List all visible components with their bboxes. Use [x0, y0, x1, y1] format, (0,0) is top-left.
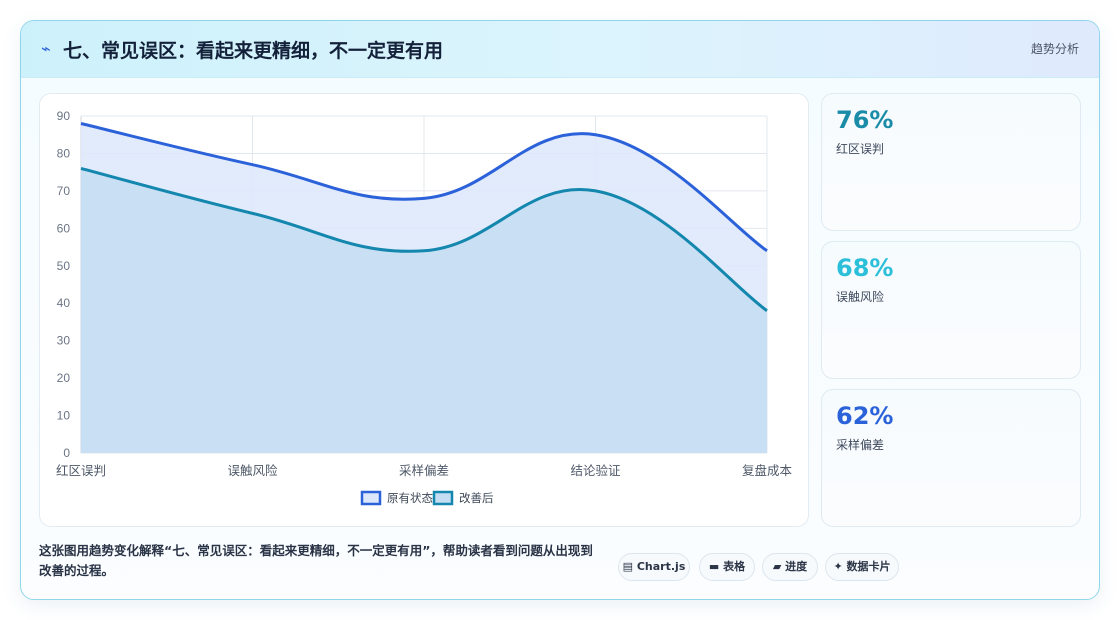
table-icon: ▬ — [708, 560, 720, 573]
card-header: ⌁ 七、常见误区：看起来更精细，不一定更有用 趋势分析 — [21, 21, 1099, 78]
trend-icon: ⌁ — [41, 39, 51, 58]
y-tick-label: 60 — [57, 221, 71, 235]
stat-card-3: 62% 采样偏差 — [821, 389, 1081, 527]
header-tag: 趋势分析 — [1030, 42, 1079, 56]
chip-chartjs[interactable]: ▤ Chart.js — [618, 553, 690, 581]
page-title: 七、常见误区：看起来更精细，不一定更有用 — [63, 40, 444, 62]
y-tick-label: 30 — [57, 334, 71, 348]
stat-label: 红区误判 — [836, 142, 885, 156]
chip-label: 表格 — [723, 560, 746, 573]
area-chart: 0 10 20 30 40 50 60 70 80 90 红区误判 误触风险 采样偏差 结论验证 复盘成本原… — [56, 109, 793, 506]
chip-data-card[interactable]: ✦ 数据卡片 — [825, 553, 899, 581]
series-line-1 — [80, 122, 768, 253]
chip-label: Chart.js — [636, 560, 686, 573]
y-tick-label: 20 — [57, 371, 71, 385]
progress-icon: ▰ — [772, 560, 782, 573]
y-tick-label: 50 — [57, 259, 71, 273]
x-tick-label: 误触风险 — [227, 463, 278, 478]
stat-value: 76% — [836, 106, 894, 134]
chart-icon: ▤ — [622, 560, 634, 573]
y-tick-label: 0 — [63, 446, 70, 460]
chart-panel: 0 10 20 30 40 50 60 70 80 90 红区误判 误触风险 采样偏差 结论验证 复盘成本原… — [39, 93, 809, 527]
y-tick-label: 70 — [57, 184, 71, 198]
chip-table[interactable]: ▬ 表格 — [699, 553, 755, 581]
legend-label: 原有状态 — [387, 491, 433, 505]
chip-label: 进度 — [785, 560, 808, 573]
chip-progress[interactable]: ▰ 进度 — [762, 553, 818, 581]
y-tick-label: 40 — [57, 296, 71, 310]
legend-swatch — [432, 490, 454, 506]
stat-value: 68% — [836, 254, 894, 282]
sparkle-icon: ✦ — [833, 560, 843, 573]
x-tick-label: 结论验证 — [570, 463, 621, 478]
y-tick-label: 80 — [57, 146, 71, 160]
legend-swatch — [360, 490, 382, 506]
y-tick-label: 10 — [57, 409, 71, 423]
chip-label: 数据卡片 — [846, 560, 891, 573]
series-line-2 — [80, 166, 768, 312]
trend-card: ⌁ 七、常见误区：看起来更精细，不一定更有用 趋势分析 0 10 20 30 40 50 6… — [20, 20, 1100, 600]
stat-card-2: 68% 误触风险 — [821, 241, 1081, 379]
x-tick-label: 红区误判 — [56, 463, 106, 478]
stat-label: 误触风险 — [836, 290, 885, 304]
stat-label: 采样偏差 — [836, 438, 885, 452]
legend-label: 改善后 — [459, 491, 494, 505]
x-tick-label: 复盘成本 — [742, 463, 793, 478]
chart-description: 这张图用趋势变化解释“七、常见误区：看起来更精细，不一定更有用”，帮助读者看到问… — [39, 543, 593, 578]
x-tick-label: 采样偏差 — [399, 463, 449, 478]
stat-value: 62% — [836, 402, 894, 430]
stat-card-1: 76% 红区误判 — [821, 93, 1081, 231]
y-tick-label: 90 — [57, 109, 71, 123]
series-area-2 — [81, 168, 767, 453]
